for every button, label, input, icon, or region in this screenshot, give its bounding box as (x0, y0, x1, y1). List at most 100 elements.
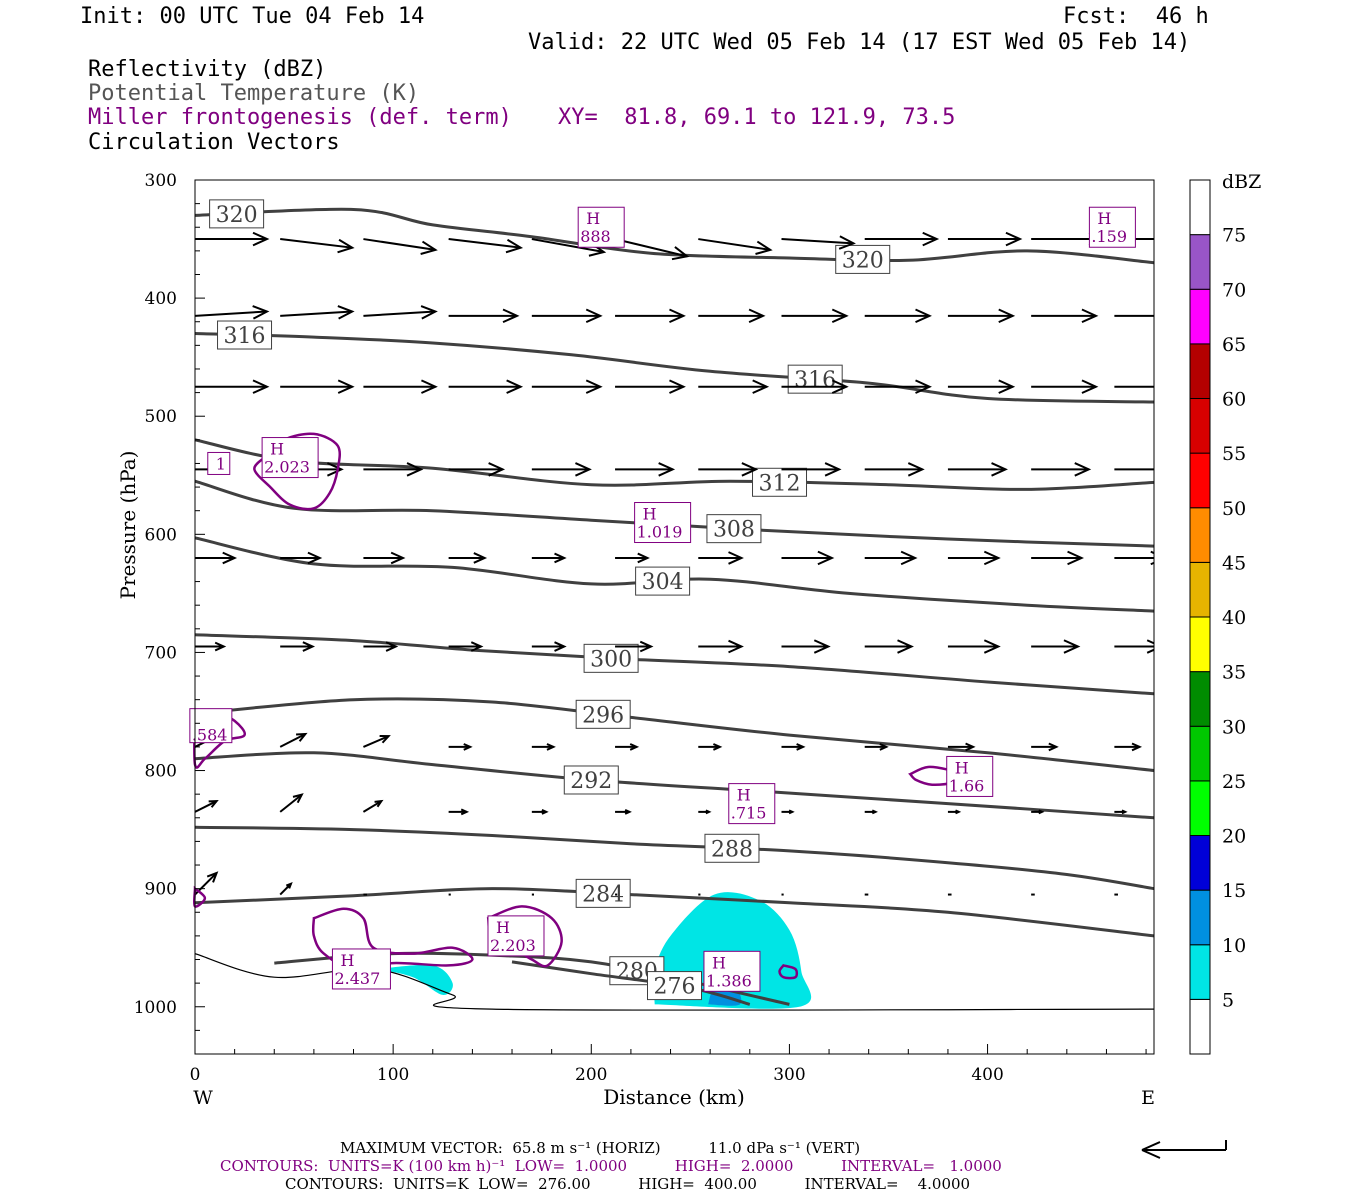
colorbar-segment (1189, 179, 1211, 236)
frontogenesis-label-box (261, 437, 319, 479)
theta-contour-line (195, 751, 1154, 820)
frontogenesis-value: 2.023 (264, 458, 310, 477)
colorbar-segment (1189, 944, 1211, 1000)
theta-label-box (706, 514, 762, 544)
field-theta: Potential Temperature (K) (88, 81, 420, 106)
theta-contour-line (195, 332, 1154, 404)
vector-arrowhead (983, 639, 1001, 654)
vector-arrowhead (728, 639, 744, 654)
frontogenesis-label-box (189, 708, 233, 744)
vector-arrowhead (488, 462, 506, 477)
circulation-vector (781, 238, 854, 245)
theta-label-box (787, 364, 843, 394)
colorbar-level: 15 (1222, 880, 1246, 902)
plot-frame (194, 179, 1155, 1055)
colorbar-segment (1189, 561, 1211, 618)
theta-contour-line (195, 438, 1154, 491)
colorbar-level: 5 (1222, 989, 1234, 1011)
circulation-vector (363, 238, 436, 251)
vector-arrowhead (796, 743, 806, 751)
vector-arrowhead (296, 732, 308, 742)
circulation-vector (279, 793, 303, 813)
frontogenesis-label-box (728, 783, 776, 825)
frontogenesis-value: 1.66 (949, 776, 985, 795)
x-tick-label: 400 (971, 1065, 1003, 1085)
vector-arrowhead (838, 235, 856, 250)
vector-arrowhead (379, 734, 391, 744)
vector-arrowhead (813, 639, 831, 654)
circulation-vector (614, 238, 688, 258)
cross-section-xy: XY= 81.8, 69.1 to 121.9, 73.5 (558, 105, 956, 130)
colorbar-level: 75 (1222, 225, 1246, 247)
theta-contour-label: 320 (216, 203, 258, 228)
circulation-vector (363, 310, 436, 317)
theta-label-box (752, 467, 808, 497)
colorbar-level: 45 (1222, 552, 1246, 574)
theta-contour-label: 284 (582, 882, 624, 907)
vector-arrowhead (824, 462, 842, 477)
vector-arrowhead (669, 379, 686, 394)
y-tick-label: 700 (145, 643, 177, 663)
vector-arrowhead (900, 550, 918, 566)
vector-arrowhead (671, 246, 690, 261)
frontogenesis-label-box (703, 950, 761, 992)
colorbar-level: 20 (1222, 826, 1246, 848)
frontogenesis-value: 2.203 (490, 936, 536, 955)
theta-contour-line (195, 887, 1154, 938)
colorbar-segment (1189, 889, 1211, 946)
colorbar-level: 40 (1222, 607, 1246, 629)
vector-arrowhead (741, 462, 759, 477)
frontogenesis-value: .584 (192, 726, 228, 745)
vector-arrowhead (302, 641, 316, 652)
colorbar-segment (1189, 507, 1211, 563)
y-tick-label: 900 (145, 880, 177, 900)
field-frontogenesis: Miller frontogenesis (def. term) (88, 105, 512, 130)
vector-arrowhead (1146, 639, 1154, 654)
vector-arrowhead (955, 809, 962, 815)
theta-contour-label: 308 (713, 518, 755, 543)
x-tick-label: 200 (575, 1065, 607, 1085)
vector-arrowhead (307, 551, 323, 565)
field-reflectivity: Reflectivity (dBZ) (88, 57, 327, 82)
colorbar-level: 10 (1222, 935, 1246, 957)
theta-contour-line (195, 207, 1154, 265)
frontogenesis-contour (311, 907, 474, 971)
vector-arrowhead (252, 231, 270, 247)
vector-arrowhead (337, 238, 355, 254)
vector-arrowhead (1131, 742, 1143, 752)
vector-arrowhead (1158, 463, 1172, 476)
theta-contour-line (195, 697, 1154, 772)
frontogenesis-label-box (634, 502, 692, 544)
frontogenesis-value: 1.386 (706, 971, 752, 990)
vector-arrowhead (546, 743, 556, 751)
vector-arrowhead (502, 308, 520, 324)
frontogenesis-high-marker: H (737, 786, 751, 805)
x-axis-label: Distance (km) (603, 1085, 745, 1109)
vector-arrowhead (907, 462, 925, 477)
theta-contour-line (195, 825, 1154, 891)
vector-arrowhead (337, 305, 355, 320)
vector-arrowhead (1074, 462, 1092, 477)
vector-arrowhead (554, 641, 567, 652)
theta-label-box (583, 643, 639, 673)
forecast-hour: Fcst: 46 h (1063, 4, 1209, 29)
frontogenesis-value: 888 (580, 227, 611, 246)
vector-arrowhead (214, 641, 227, 652)
frontogenesis-value: 2.437 (334, 969, 380, 988)
vector-arrowhead (897, 639, 914, 654)
vector-arrowhead (463, 743, 473, 751)
vector-arrowhead (983, 550, 1001, 566)
vector-arrowhead (385, 641, 399, 652)
colorbar-segment (1189, 452, 1211, 509)
vector-arrowhead (460, 808, 470, 816)
vector-arrowhead (541, 809, 549, 815)
vector-arrowhead (748, 308, 766, 324)
colorbar: 5 10 15 20 25 30 35 40 45 50 55 60 65 70 75 (1189, 179, 1246, 1055)
vector-arrowhead (420, 305, 438, 320)
vector-arrowhead (639, 640, 654, 653)
colorbar-segment (1189, 616, 1211, 673)
circulation-vector (195, 800, 218, 813)
theta-label-box (835, 244, 891, 274)
init-time: Init: 00 UTC Tue 04 Feb 14 (80, 4, 425, 29)
